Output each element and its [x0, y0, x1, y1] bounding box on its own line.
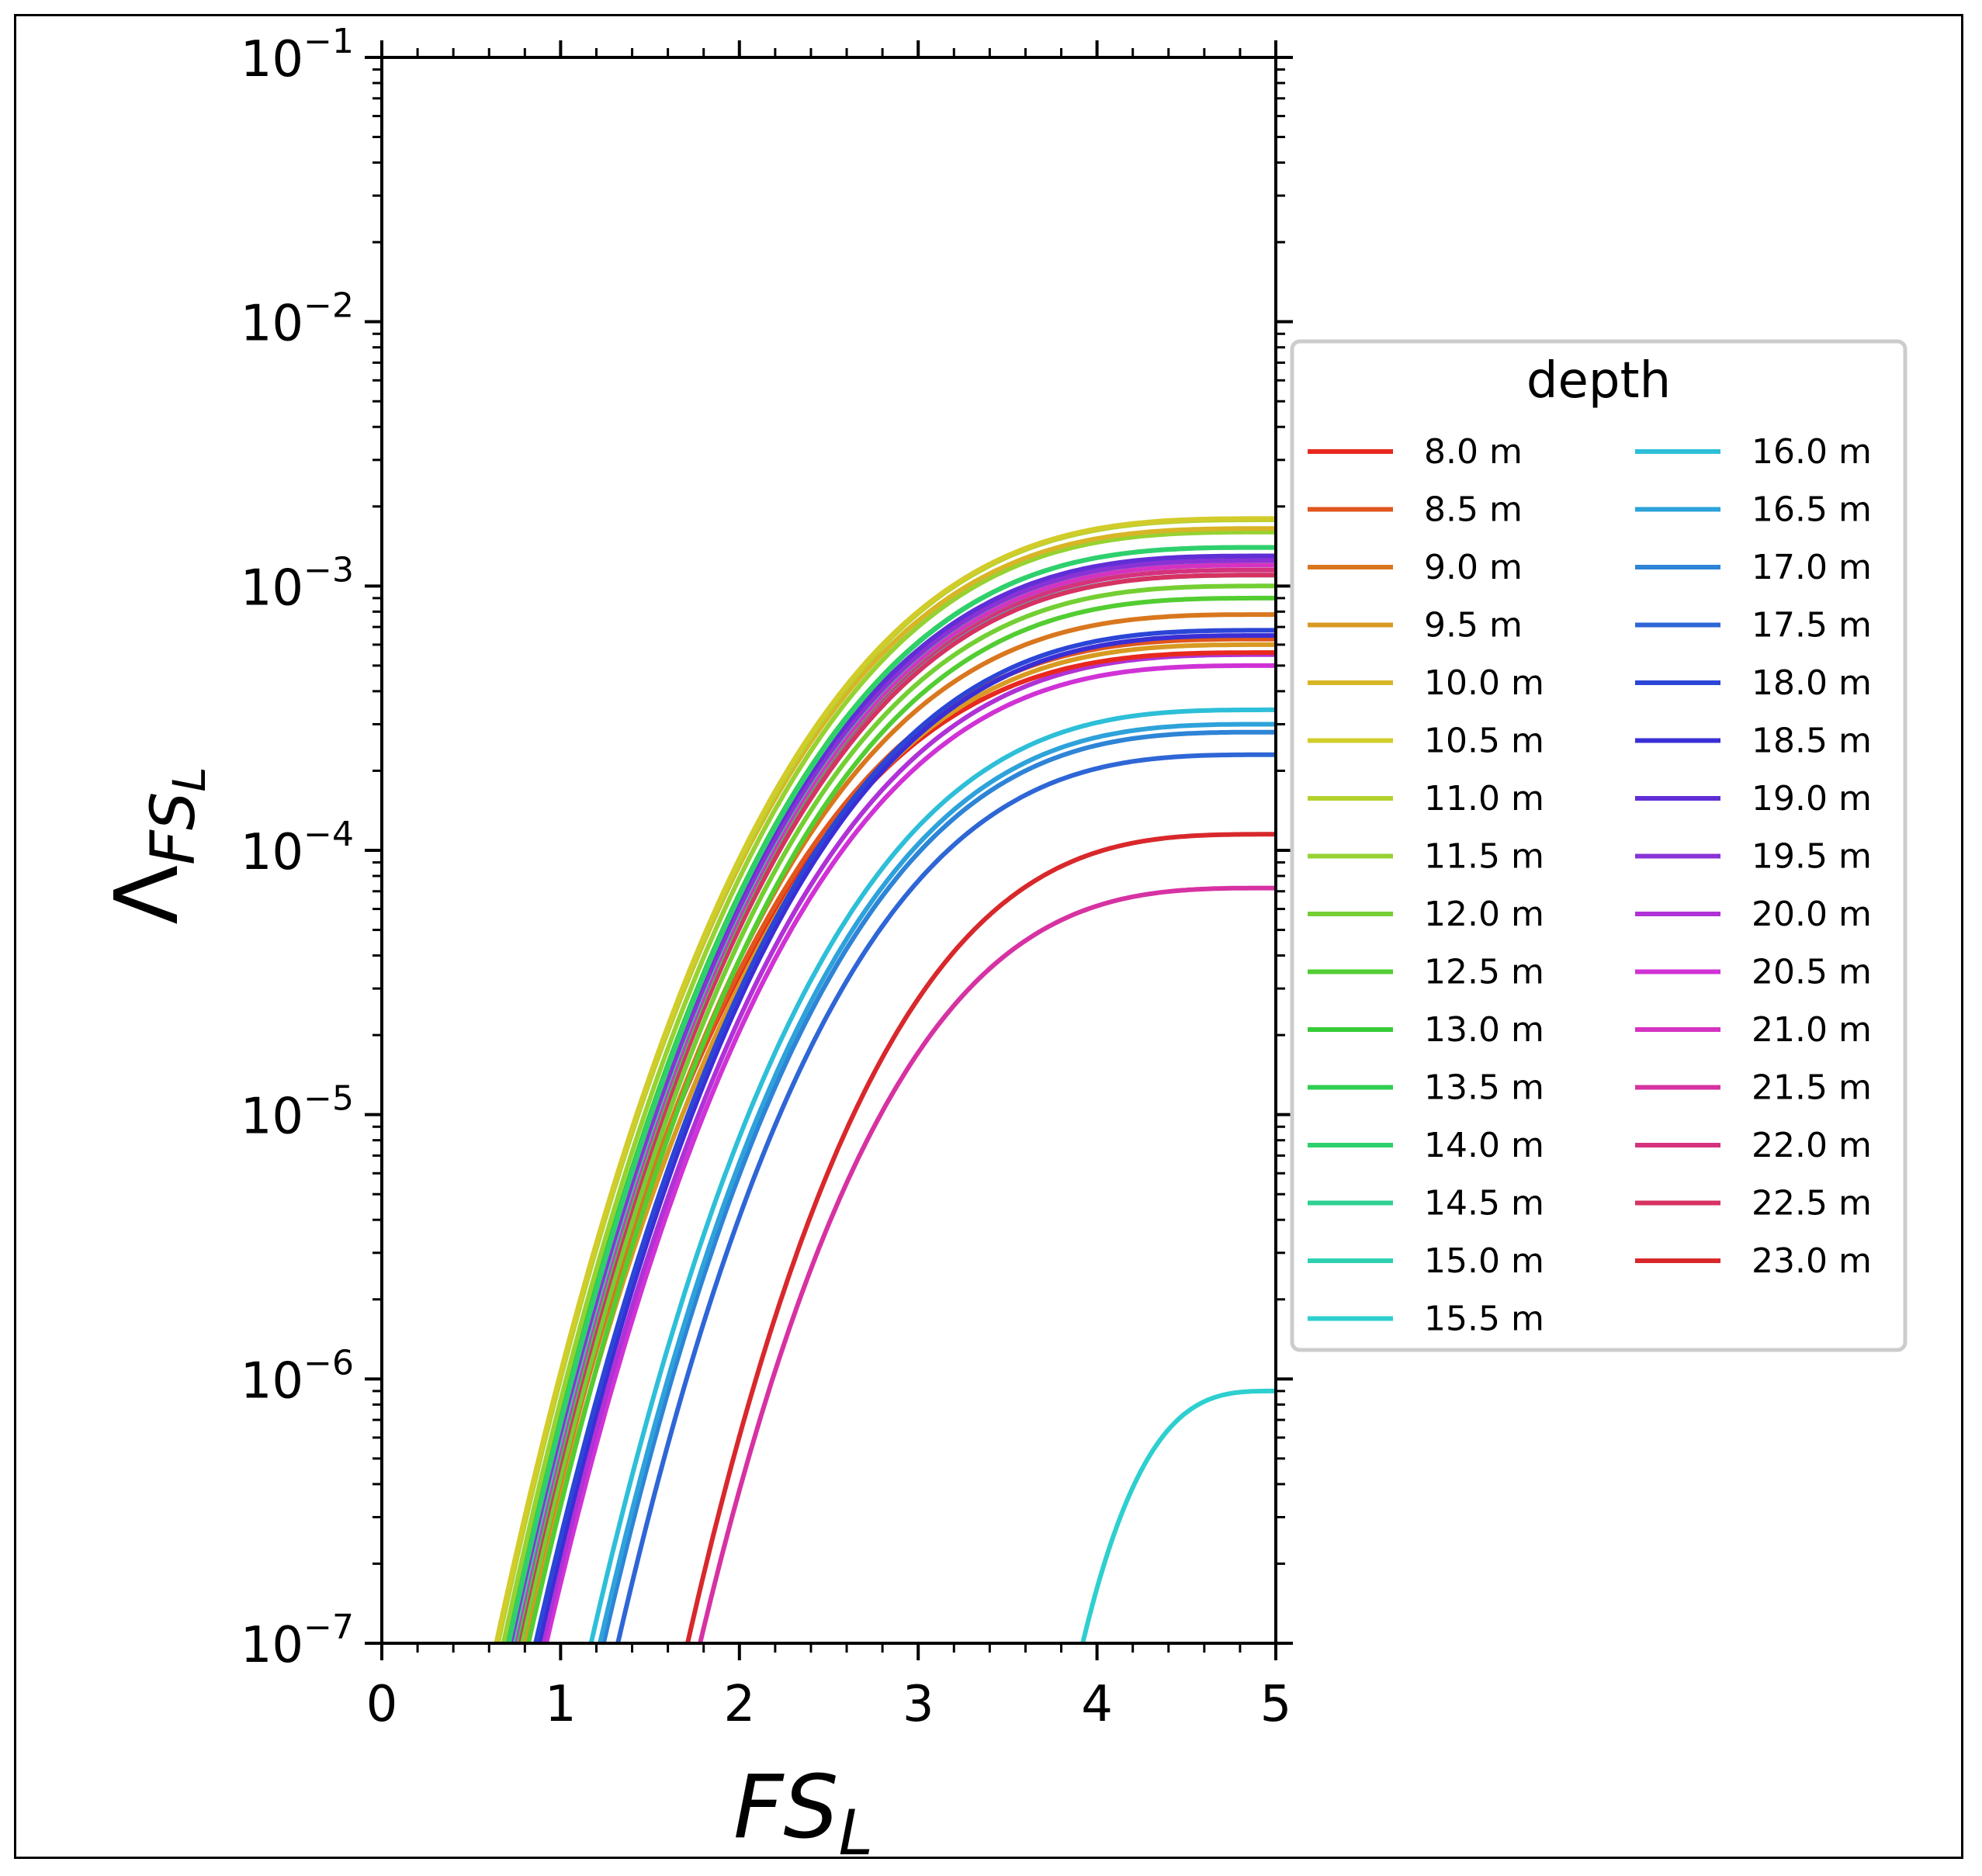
series-line-16	[591, 710, 1276, 1643]
x-tick-label: 4	[1081, 1676, 1113, 1733]
legend-label-29: 22.5 m	[1752, 1184, 1872, 1224]
legend-label-9: 12.5 m	[1424, 953, 1544, 992]
legend-label-18: 17.0 m	[1752, 548, 1872, 587]
y-axis-label: ΛFSL	[97, 767, 216, 924]
legend-title: depth	[1526, 352, 1671, 410]
x-axis-label-subscript: L	[838, 1797, 873, 1869]
labels-layer: FSL ΛFSL	[97, 767, 873, 1869]
legend-label-20: 18.0 m	[1752, 663, 1872, 703]
x-tick-label: 5	[1260, 1676, 1292, 1733]
legend-label-26: 21.0 m	[1752, 1010, 1872, 1050]
y-tick-label: 10−1	[241, 22, 354, 88]
legend-label-5: 10.5 m	[1424, 722, 1544, 761]
y-tick-label: 10−6	[241, 1343, 354, 1410]
legend-label-25: 20.5 m	[1752, 953, 1872, 992]
y-axis-label-subscript: FS	[139, 792, 209, 865]
legend-label-22: 19.0 m	[1752, 779, 1872, 819]
legend-label-21: 18.5 m	[1752, 722, 1872, 761]
x-tick-label: 1	[545, 1676, 577, 1733]
legend-label-8: 12.0 m	[1424, 895, 1544, 934]
legend-label-16: 16.0 m	[1752, 432, 1872, 472]
legend-label-11: 13.5 m	[1424, 1068, 1544, 1108]
y-tick-label: 10−2	[241, 286, 354, 353]
legend-label-6: 11.0 m	[1424, 779, 1544, 819]
legend-label-2: 9.0 m	[1424, 548, 1523, 587]
legend-label-13: 14.5 m	[1424, 1184, 1544, 1224]
legend-label-23: 19.5 m	[1752, 837, 1872, 877]
legend-label-7: 11.5 m	[1424, 837, 1544, 877]
legend-label-0: 8.0 m	[1424, 432, 1523, 472]
chart: 0 1 2 3 4 510−710−610−510−410−310−210−1 FSL Λ…	[0, 0, 1982, 1876]
legend-label-17: 16.5 m	[1752, 490, 1872, 530]
series-line-27	[700, 888, 1276, 1643]
legend-label-4: 10.0 m	[1424, 663, 1544, 703]
legend-label-28: 22.0 m	[1752, 1126, 1872, 1165]
legend-label-3: 9.5 m	[1424, 606, 1523, 646]
legend-label-24: 20.0 m	[1752, 895, 1872, 934]
x-tick-label: 0	[366, 1676, 398, 1733]
y-tick-label: 10−4	[241, 815, 354, 881]
y-tick-label: 10−3	[241, 550, 354, 617]
x-axis-label: FSL	[733, 1757, 873, 1869]
x-tick-label: 2	[723, 1676, 755, 1733]
legend-label-15: 15.5 m	[1424, 1300, 1544, 1339]
legend-label-19: 17.5 m	[1752, 606, 1872, 646]
y-tick-label: 10−5	[241, 1079, 354, 1146]
legend-label-1: 8.5 m	[1424, 490, 1523, 530]
series-layer	[497, 518, 1277, 1643]
legend-label-10: 13.0 m	[1424, 1010, 1544, 1050]
legend-label-30: 23.0 m	[1752, 1241, 1872, 1281]
legend-label-14: 15.0 m	[1424, 1241, 1544, 1281]
y-axis-label-subsubscript: L	[163, 767, 216, 791]
axes-layer	[382, 57, 1276, 1643]
legend-label-27: 21.5 m	[1752, 1068, 1872, 1108]
y-tick-label: 10−7	[241, 1608, 354, 1674]
series-line-15	[1083, 1391, 1276, 1643]
legend-label-12: 14.0 m	[1424, 1126, 1544, 1165]
series-line-18	[604, 732, 1276, 1643]
x-tick-label: 3	[903, 1676, 934, 1733]
